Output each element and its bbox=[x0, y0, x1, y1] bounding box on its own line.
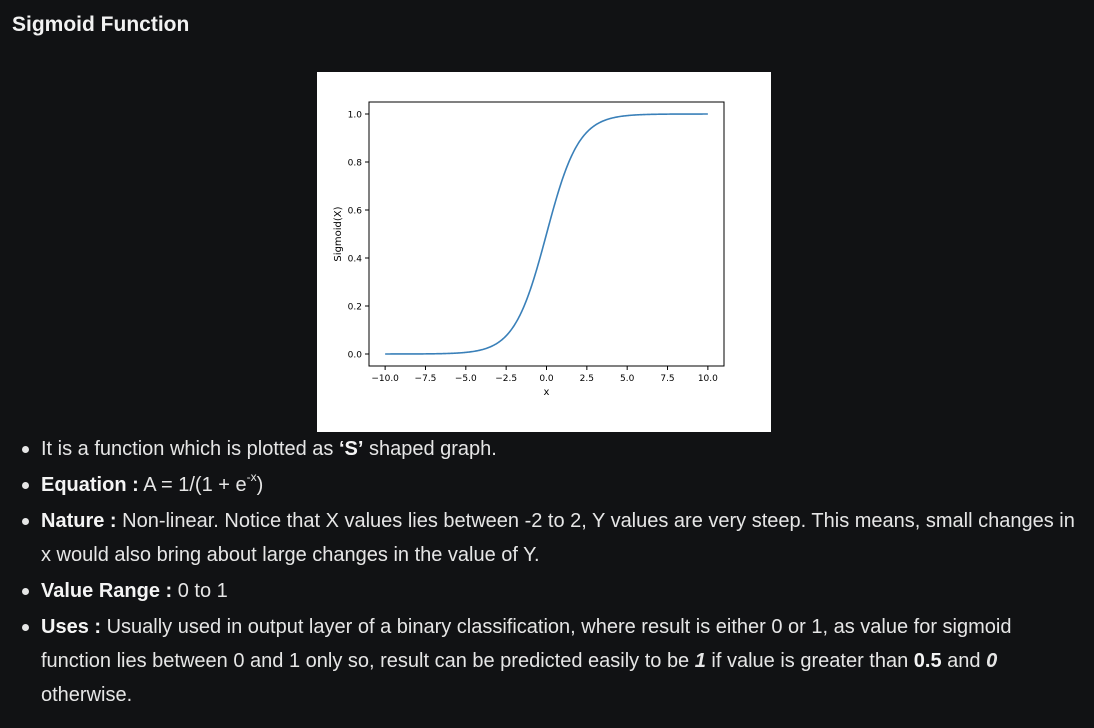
list-item: Equation : A = 1/(1 + e-x) bbox=[0, 468, 1094, 502]
x-tick-label: 0.0 bbox=[539, 374, 554, 384]
y-tick-label: 0.4 bbox=[348, 255, 363, 265]
x-tick-label: 5.0 bbox=[620, 374, 635, 384]
x-axis-label: x bbox=[544, 387, 550, 398]
value-range-label: Value Range : bbox=[41, 580, 173, 602]
sigmoid-figure: 0.0 0.2 0.4 0.6 0.8 1.0 −10.0 −7.5 −5.0 −2.5 0.0 2… bbox=[317, 72, 771, 432]
equation-label: Equation : bbox=[41, 474, 139, 496]
x-tick-label: 7.5 bbox=[660, 374, 674, 384]
y-axis-label: Sigmoid(X) bbox=[333, 206, 344, 261]
x-tick-label: −10.0 bbox=[371, 374, 399, 384]
list-item: It is a function which is plotted as ‘S’… bbox=[0, 432, 1094, 466]
list-item: Uses : Usually used in output layer of a… bbox=[0, 610, 1094, 712]
y-tick-label: 0.8 bbox=[348, 159, 363, 169]
nature-label: Nature : bbox=[41, 510, 117, 532]
x-tick-label: −2.5 bbox=[495, 374, 517, 384]
y-tick-label: 0.6 bbox=[348, 207, 363, 217]
y-tick-label: 0.2 bbox=[348, 303, 362, 313]
x-tick-label: 10.0 bbox=[698, 374, 718, 384]
x-tick-label: −7.5 bbox=[415, 374, 437, 384]
list-item: Nature : Non-linear. Notice that X value… bbox=[0, 504, 1094, 572]
x-tick-label: 2.5 bbox=[580, 374, 594, 384]
list-item: Value Range : 0 to 1 bbox=[0, 574, 1094, 608]
x-tick-label: −5.0 bbox=[455, 374, 477, 384]
sigmoid-curve bbox=[385, 113, 708, 355]
uses-label: Uses : bbox=[41, 616, 102, 638]
y-tick-label: 0.0 bbox=[348, 351, 363, 361]
bullet-list: It is a function which is plotted as ‘S’… bbox=[0, 432, 1094, 714]
y-tick-label: 1.0 bbox=[348, 111, 363, 121]
page-title: Sigmoid Function bbox=[12, 13, 190, 36]
sigmoid-chart: 0.0 0.2 0.4 0.6 0.8 1.0 −10.0 −7.5 −5.0 −2.5 0.0 2… bbox=[333, 101, 725, 398]
